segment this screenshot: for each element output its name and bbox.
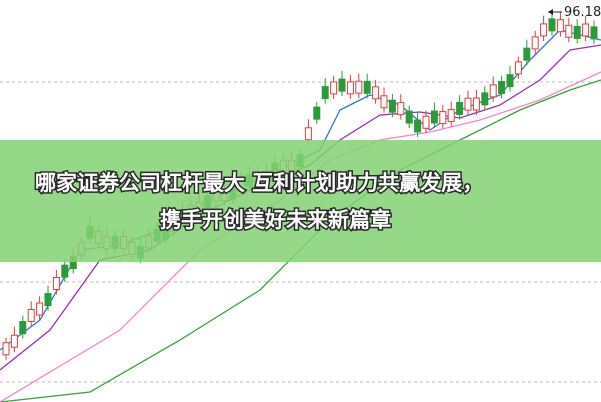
candle-body (355, 80, 363, 94)
candle-body (481, 92, 489, 106)
candle-body (321, 86, 329, 100)
candle-body (61, 264, 69, 278)
candle-body (44, 293, 52, 307)
candle-body (372, 86, 380, 100)
candle-body (330, 81, 338, 95)
candle-body (531, 36, 539, 50)
candle-body (540, 23, 548, 37)
candle-body (456, 101, 464, 115)
candle-body (304, 127, 312, 141)
candle-body (422, 115, 430, 129)
candle-body (565, 24, 573, 38)
candle-body (363, 80, 371, 94)
candle-body (498, 80, 506, 94)
candle-body (464, 97, 472, 111)
candle-body (489, 84, 497, 98)
price-marker: 96.18 (548, 5, 601, 20)
candle-body (582, 23, 590, 37)
price-label: 96.18 (564, 5, 601, 20)
candle-body (10, 334, 18, 348)
candle-body (388, 99, 396, 113)
headline-line: 携手开创美好未来新篇章 (160, 208, 391, 232)
candle-body (346, 81, 354, 95)
candle-body (313, 106, 321, 120)
candle-body (380, 95, 388, 109)
candle-body (19, 321, 27, 335)
candle-body (52, 277, 60, 291)
candle-body (523, 47, 531, 61)
candle-body (447, 109, 455, 123)
candle-body (338, 78, 346, 92)
candle-body (514, 61, 522, 75)
candle-body (472, 97, 480, 111)
headline-line: 哪家证券公司杠杆最大 互利计划助力共赢发展， (35, 171, 483, 195)
banner (0, 140, 601, 262)
candle-body (2, 342, 10, 356)
candle-body (430, 110, 438, 124)
candle-body (590, 26, 598, 40)
candle-body (556, 19, 564, 33)
candle-body (397, 102, 405, 116)
candle-body (506, 74, 514, 88)
candle-body (414, 119, 422, 133)
price-arrow-head (548, 9, 553, 15)
candle-body (36, 302, 44, 316)
candle-body (573, 25, 581, 39)
candle-body (405, 110, 413, 124)
candles (2, 11, 598, 360)
candle-body (439, 111, 447, 125)
candle-body (548, 18, 556, 32)
candle-body (27, 308, 35, 322)
